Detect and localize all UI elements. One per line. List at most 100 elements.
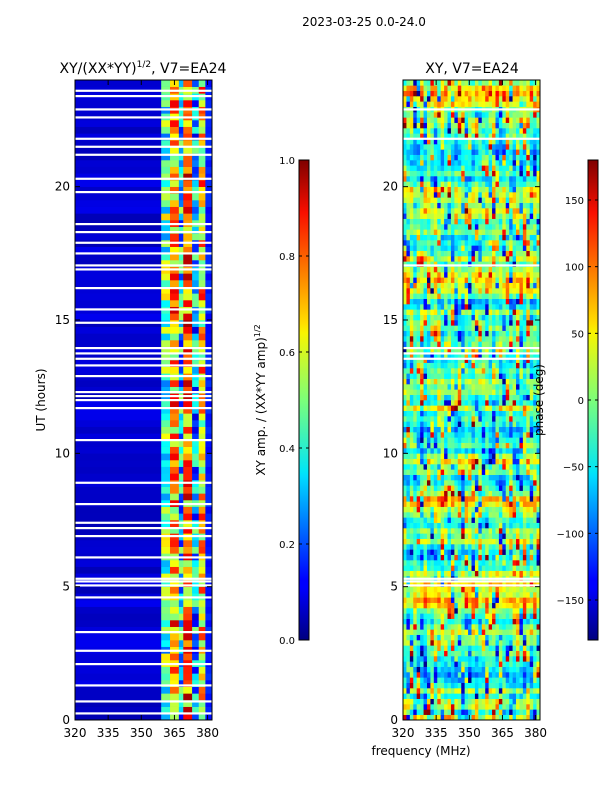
phase-heatmap-cell: [413, 490, 417, 497]
phase-heatmap-cell: [536, 549, 541, 555]
amp-flagged-row: [75, 347, 212, 350]
phase-heatmap-cell: [478, 336, 483, 342]
phase-heatmap-cell: [481, 336, 486, 342]
phase-heatmap-cell: [485, 192, 489, 198]
phase-heatmap-cell: [464, 661, 469, 667]
phase-heatmap-cell: [509, 501, 513, 507]
phase-heatmap-cell: [447, 442, 452, 449]
phase-heatmap-cell: [433, 309, 438, 315]
phase-heatmap-cell: [413, 282, 417, 289]
phase-heatmap-cell: [516, 474, 520, 481]
phase-heatmap-cell: [430, 245, 435, 251]
amp-heatmap-cell: [205, 246, 213, 254]
amp-heatmap-cell: [198, 506, 206, 514]
phase-heatmap-cell: [519, 314, 524, 321]
amp-heatmap-cell: [170, 673, 180, 681]
phase-heatmap-cell: [423, 405, 428, 411]
amp-heatmap-cell: [75, 446, 162, 454]
phase-heatmap-cell: [529, 341, 534, 347]
amp-heatmap-cell: [178, 246, 184, 254]
phase-heatmap-cell: [457, 250, 462, 257]
phase-heatmap-cell: [485, 634, 489, 641]
phase-heatmap-cell: [485, 309, 489, 315]
phase-heatmap-cell: [413, 341, 417, 347]
phase-heatmap-cell: [536, 389, 541, 395]
amp-heatmap-cell: [198, 400, 206, 407]
phase-heatmap-cell: [409, 480, 414, 486]
phase-heatmap-cell: [478, 240, 483, 246]
phase-heatmap-cell: [498, 389, 503, 395]
phase-heatmap-cell: [403, 490, 407, 497]
amp-heatmap-cell: [178, 546, 184, 554]
phase-heatmap-cell: [437, 549, 441, 555]
phase-heatmap-cell: [416, 586, 421, 593]
phase-heatmap-cell: [420, 304, 424, 310]
amp-heatmap-cell: [178, 346, 184, 354]
amp-heatmap-cell: [183, 140, 193, 147]
phase-heatmap-cell: [406, 437, 411, 443]
phase-heatmap-cell: [437, 698, 441, 705]
phase-heatmap-cell: [468, 608, 472, 614]
phase-heatmap-cell: [413, 650, 417, 657]
phase-heatmap-cell: [416, 389, 421, 395]
phase-heatmap-cell: [447, 309, 452, 315]
phase-heatmap-cell: [457, 288, 462, 294]
phase-heatmap-cell: [519, 512, 524, 518]
phase-heatmap-cell: [495, 197, 500, 203]
phase-heatmap-cell: [433, 581, 438, 587]
phase-heatmap-cell: [526, 378, 531, 385]
phase-heatmap-cell: [516, 672, 520, 678]
amp-heatmap-cell: [170, 213, 180, 221]
phase-heatmap-cell: [403, 272, 407, 278]
phase-heatmap-cell: [440, 192, 445, 198]
phase-heatmap-cell: [444, 218, 448, 225]
amp-heatmap-cell: [183, 460, 193, 467]
phase-heatmap-cell: [426, 272, 431, 278]
phase-heatmap-cell: [498, 272, 503, 278]
phase-heatmap-cell: [516, 213, 520, 219]
phase-heatmap-cell: [498, 544, 503, 550]
phase-heatmap-cell: [444, 261, 448, 267]
phase-heatmap-cell: [478, 666, 483, 673]
phase-heatmap-cell: [423, 389, 428, 395]
amp-flagged-row: [75, 352, 212, 355]
phase-heatmap-cell: [492, 416, 496, 422]
phase-heatmap-cell: [426, 277, 431, 283]
phase-heatmap-cell: [519, 218, 524, 225]
phase-heatmap-cell: [536, 485, 541, 491]
phase-heatmap-cell: [474, 512, 479, 518]
phase-heatmap-cell: [529, 480, 534, 486]
phase-heatmap-cell: [447, 597, 452, 603]
phase-heatmap-cell: [512, 693, 517, 699]
phase-heatmap-cell: [509, 320, 513, 326]
phase-heatmap-cell: [409, 586, 414, 593]
phase-heatmap-cell: [512, 501, 517, 507]
phase-heatmap-cell: [516, 698, 520, 705]
amp-heatmap-cell: [183, 313, 193, 321]
phase-heatmap-cell: [468, 458, 472, 465]
phase-heatmap-cell: [437, 170, 441, 177]
phase-heatmap-cell: [450, 512, 455, 518]
phase-heatmap-cell: [468, 186, 472, 193]
phase-heatmap-cell: [505, 240, 510, 246]
phase-heatmap-cell: [444, 661, 448, 667]
phase-heatmap-cell: [406, 597, 411, 603]
phase-heatmap-cell: [522, 570, 527, 577]
phase-heatmap-cell: [464, 490, 469, 497]
amp-heatmap-cell: [170, 473, 180, 481]
phase-heatmap-cell: [471, 229, 476, 235]
phase-heatmap-cell: [464, 384, 469, 390]
phase-heatmap-cell: [437, 336, 441, 342]
phase-heatmap-cell: [416, 202, 421, 209]
phase-heatmap-cell: [450, 250, 455, 257]
phase-heatmap-cell: [498, 304, 503, 310]
phase-heatmap-cell: [447, 522, 452, 529]
phase-heatmap-cell: [516, 325, 520, 331]
phase-heatmap-cell: [437, 458, 441, 465]
phase-heatmap-cell: [488, 192, 493, 198]
phase-heatmap-cell: [478, 405, 483, 411]
phase-heatmap-cell: [409, 624, 414, 630]
phase-heatmap-cell: [529, 613, 534, 619]
phase-heatmap-cell: [485, 490, 489, 497]
phase-heatmap-cell: [406, 165, 411, 171]
